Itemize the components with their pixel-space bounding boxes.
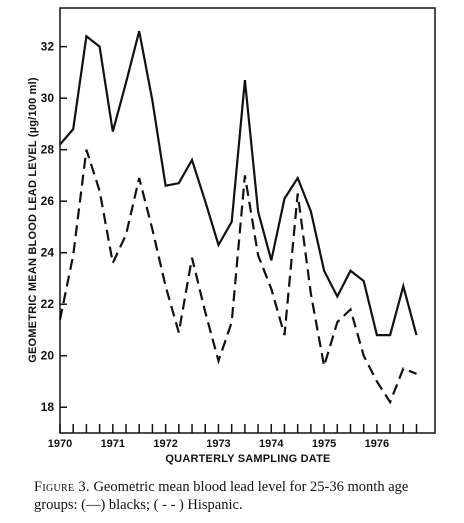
x-tick-label: 1976	[365, 438, 389, 450]
x-axis-title: QUARTERLY SAMPLING DATE	[165, 453, 330, 465]
series-line-blacks	[59, 30, 418, 337]
y-tick-label: 22	[41, 297, 55, 311]
y-tick-label: 28	[41, 143, 55, 157]
x-tick-label: 1975	[312, 438, 336, 450]
y-tick-label: 20	[41, 349, 55, 363]
series-line-hispanic	[58, 149, 417, 405]
series-group	[58, 30, 418, 405]
y-axis-ticks: 18 20 22 24 26 28 30 32	[41, 40, 67, 414]
x-tick-label: 1974	[259, 438, 284, 450]
figure-caption-lead: Figure 3.	[34, 479, 90, 495]
plot-frame	[59, 7, 436, 434]
y-tick-label: 30	[41, 91, 55, 105]
x-tick-label: 1970	[48, 438, 72, 450]
y-tick-label: 18	[41, 400, 55, 414]
y-tick-label: 24	[41, 246, 55, 260]
figure-caption: Figure 3. Geometric mean blood lead leve…	[34, 478, 454, 514]
figure-caption-text: Geometric mean blood lead level for 25-3…	[34, 479, 409, 513]
y-tick-label: 26	[41, 194, 55, 208]
x-tick-label: 1973	[206, 438, 230, 450]
y-axis-title: GEOMETRIC MEAN BLOOD LEAD LEVEL (µg/100 …	[27, 77, 39, 363]
x-tick-label: 1971	[101, 438, 125, 450]
y-tick-label: 32	[41, 40, 55, 54]
x-axis-ticks: 1970 1971 1972 1973 1974 1975 1976	[48, 424, 418, 450]
x-tick-label: 1972	[153, 438, 177, 450]
